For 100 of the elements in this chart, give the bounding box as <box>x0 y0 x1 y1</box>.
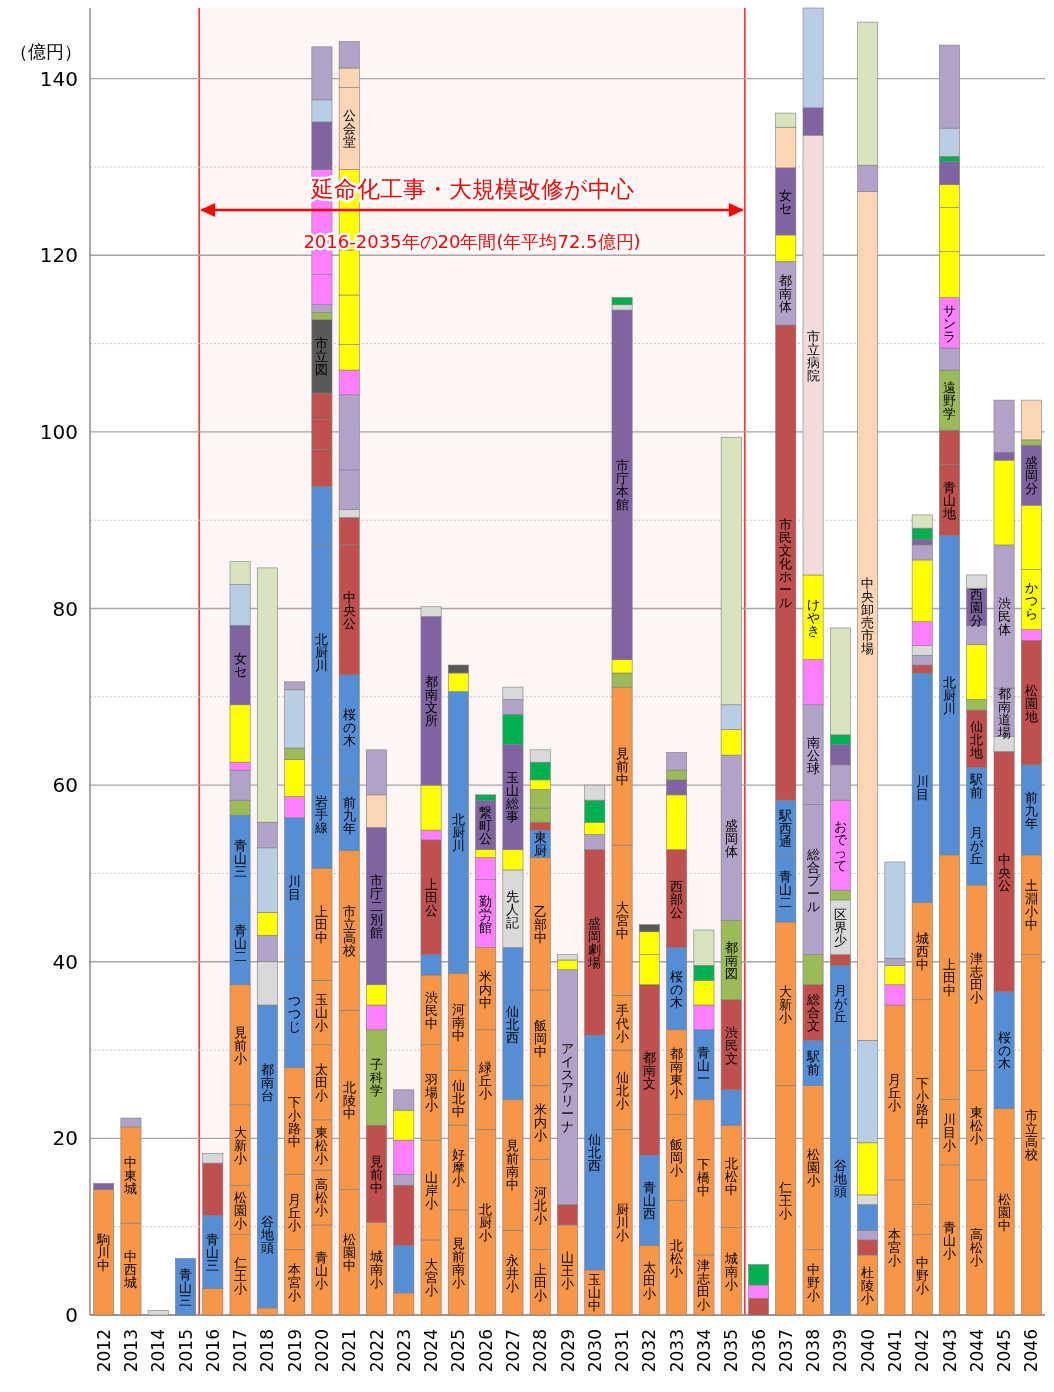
data-label: 月が丘 <box>833 982 848 1024</box>
data-label: 青山二 <box>779 869 793 911</box>
data-label: けやき <box>806 597 820 639</box>
data-label: 城西中 <box>914 931 929 973</box>
data-label: 青山三 <box>233 838 247 880</box>
x-tick-label: 2036 <box>748 1329 769 1373</box>
x-tick-label: 2029 <box>557 1329 578 1373</box>
x-tick-label: 2023 <box>393 1329 414 1373</box>
data-label: 上田小 <box>533 1262 547 1304</box>
data-label: 駅西通 <box>778 808 793 850</box>
data-label: 青山西 <box>642 1180 656 1222</box>
data-label: 山岸小 <box>424 1169 438 1211</box>
data-label: 好摩小 <box>451 1147 465 1189</box>
data-label: 谷地頭 <box>259 1213 274 1255</box>
data-label: 青山三 <box>179 1266 192 1308</box>
x-tick-label: 2039 <box>830 1329 851 1373</box>
data-label: 市立高校 <box>1023 1108 1038 1163</box>
data-label: 前九年 <box>342 795 356 837</box>
data-label: 市庁本館 <box>615 458 629 513</box>
data-label: 下小路中 <box>915 1075 929 1130</box>
y-tick-label: 120 <box>39 243 78 268</box>
data-label: 手代小 <box>614 1002 629 1044</box>
data-label: 前九年 <box>1024 789 1038 831</box>
x-tick-label: 2028 <box>530 1329 551 1373</box>
x-tick-label: 2013 <box>120 1329 141 1373</box>
x-tick-label: 2034 <box>693 1329 714 1373</box>
data-label: 北松中 <box>724 1156 738 1198</box>
data-label: 松園小 <box>233 1189 247 1231</box>
x-tick-label: 2021 <box>339 1329 360 1373</box>
data-label: 仙北地 <box>969 718 984 760</box>
data-label: 仙北小 <box>615 1069 629 1111</box>
y-tick-label: 0 <box>65 1303 78 1327</box>
x-tick-label: 2032 <box>639 1329 660 1373</box>
data-label: 北厨小 <box>479 1202 493 1244</box>
data-label: 都南体 <box>779 273 793 315</box>
data-label: 女セ <box>779 187 793 216</box>
data-label: 女セ <box>233 651 247 680</box>
data-label: 渋民体 <box>997 596 1011 638</box>
data-label: 北厨川 <box>943 675 956 716</box>
data-label: 桜の木 <box>997 1030 1011 1072</box>
data-label: 東厨 <box>533 830 547 859</box>
data-label: 緑丘小 <box>478 1059 493 1101</box>
data-label: 市立図 <box>315 336 329 378</box>
x-tick-label: 2040 <box>857 1329 878 1373</box>
data-label: 盛岡分 <box>1024 455 1038 497</box>
x-tick-label: 2031 <box>612 1329 633 1373</box>
data-label: 都南東小 <box>670 1045 684 1100</box>
data-label: 駅前 <box>805 1049 820 1078</box>
data-label: 月丘小 <box>288 1192 302 1234</box>
x-tick-label: 2016 <box>202 1329 223 1373</box>
data-label: 土淵小中 <box>1024 878 1038 933</box>
data-label: 中央公 <box>342 589 356 631</box>
data-label: 中野小 <box>915 1254 929 1296</box>
data-label: 青山二 <box>233 923 247 965</box>
data-label: かつら <box>1024 579 1038 621</box>
data-label: 桜の木 <box>670 968 684 1010</box>
data-label: 仙北西 <box>588 1132 602 1174</box>
data-label: 渋民中 <box>424 989 438 1031</box>
y-axis-title: （億円） <box>10 41 82 62</box>
data-label: 都南台 <box>260 1062 274 1104</box>
data-label: 青山三 <box>206 1231 220 1273</box>
data-label: 高松小 <box>970 1227 984 1269</box>
data-label: 下小路中 <box>288 1094 302 1149</box>
x-tick-label: 2035 <box>721 1329 742 1373</box>
data-label: 川目 <box>288 874 302 903</box>
data-label: 都南道場 <box>996 685 1011 740</box>
data-label: 乙部中 <box>533 903 547 945</box>
data-label: 盛岡劇場 <box>587 915 602 970</box>
data-label: 河南中 <box>451 1001 465 1043</box>
x-tick-label: 2046 <box>1021 1329 1042 1373</box>
y-tick-label: 20 <box>52 1126 78 1151</box>
data-label: 米内中 <box>479 968 493 1010</box>
data-label: 市立病院 <box>806 328 820 383</box>
data-label: 東松小 <box>315 1124 329 1166</box>
data-label: 都南文 <box>642 1049 656 1091</box>
data-label: 市庁二別館 <box>370 873 383 941</box>
data-label: 北厨川 <box>451 812 465 854</box>
data-label: 中東城 <box>123 1154 138 1196</box>
data-label: 仙北西 <box>506 1003 520 1045</box>
data-label: 中央公 <box>997 851 1011 893</box>
data-label: 南公球 <box>806 734 820 776</box>
x-tick-label: 2024 <box>421 1329 442 1373</box>
data-label: 中野小 <box>806 1262 820 1304</box>
data-label: 飯岡中 <box>533 1017 547 1059</box>
data-label: 岩手線 <box>314 793 329 835</box>
data-label: おでって <box>833 818 848 873</box>
data-label: 盛岡体 <box>724 817 738 859</box>
y-tick-label: 140 <box>39 66 78 91</box>
y-tick-label: 40 <box>52 949 78 974</box>
data-label: 都南図 <box>724 939 738 981</box>
data-label: 公会堂 <box>342 108 356 150</box>
data-label: 太田小 <box>315 1062 329 1104</box>
data-label: 城南小 <box>723 1251 738 1293</box>
data-label: 先人記 <box>506 888 520 930</box>
x-tick-label: 2026 <box>475 1329 496 1373</box>
x-tick-label: 2038 <box>803 1329 824 1373</box>
data-label: 本宮小 <box>888 1227 902 1269</box>
data-label: 遠野学 <box>943 380 956 422</box>
data-label: 大宮小 <box>424 1257 438 1299</box>
data-label: 総合プール <box>805 846 821 914</box>
